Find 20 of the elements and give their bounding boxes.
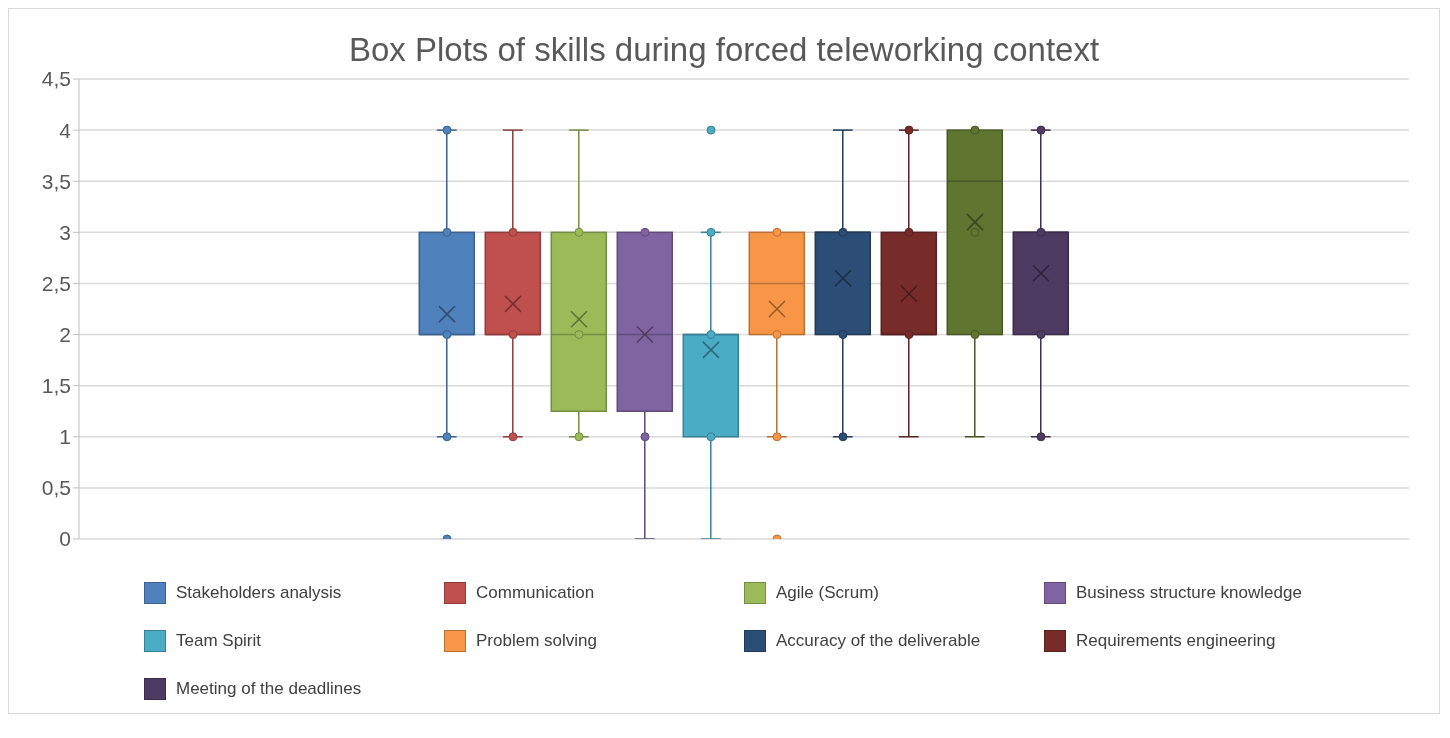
y-tick-label: 1,5 <box>41 374 71 398</box>
y-tick-label: 3 <box>59 220 71 244</box>
legend-label: Problem solving <box>476 631 597 651</box>
legend-label: Business structure knowledge <box>1076 583 1302 603</box>
y-tick-label: 3,5 <box>41 169 71 193</box>
y-tick-label: 1 <box>59 425 71 449</box>
y-tick-label: 0,5 <box>41 476 71 500</box>
legend-label: Team Spirit <box>176 631 262 651</box>
y-tick-label: 4 <box>59 118 72 142</box>
y-tick-label: 0 <box>59 527 71 551</box>
legend-label: Requirements engineering <box>1076 631 1276 651</box>
legend-label: Agile (Scrum) <box>776 583 879 603</box>
legend-label: Stakeholders analysis <box>176 583 342 603</box>
y-tick-label: 4,5 <box>41 67 71 91</box>
chart-title: Box Plots of skills during forced teleworking context <box>347 30 1101 69</box>
legend-label: Accuracy of the deliverable <box>776 631 981 651</box>
legend-label: Meeting of the deadlines <box>176 679 362 699</box>
y-tick-label: 2 <box>59 323 71 347</box>
y-tick-label: 2,5 <box>41 271 71 295</box>
legend-label: Communication <box>476 583 595 603</box>
